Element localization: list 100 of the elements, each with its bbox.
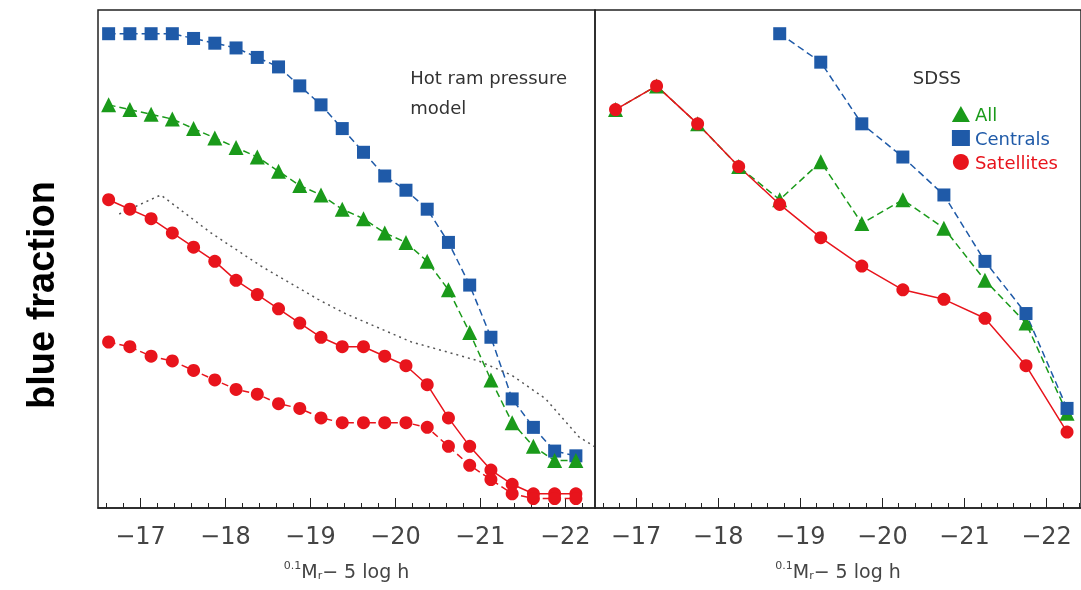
point — [314, 411, 328, 425]
point — [272, 397, 286, 411]
point — [548, 444, 562, 458]
point — [568, 453, 584, 469]
point — [144, 349, 158, 363]
point — [420, 420, 434, 434]
point — [313, 187, 329, 203]
point — [484, 330, 498, 344]
point — [207, 130, 223, 146]
point — [356, 145, 370, 159]
point — [399, 183, 413, 197]
point — [441, 411, 455, 425]
point — [229, 273, 243, 287]
point — [228, 140, 244, 156]
x-tick-label: −21 — [454, 522, 506, 550]
point — [463, 439, 477, 453]
legend-label: All — [974, 103, 998, 125]
point — [377, 225, 393, 241]
x-tick-label: −17 — [115, 522, 166, 550]
point — [441, 439, 455, 453]
point — [977, 272, 993, 288]
point — [773, 197, 787, 211]
point — [122, 102, 138, 118]
x-tick-label: −19 — [285, 522, 336, 550]
point — [335, 122, 349, 136]
point — [143, 106, 159, 122]
point — [1060, 425, 1074, 439]
point — [547, 453, 563, 469]
point — [165, 226, 179, 240]
x-tick-label: −20 — [370, 522, 421, 550]
point — [293, 401, 307, 415]
point — [1060, 401, 1074, 415]
point — [526, 420, 540, 434]
point — [483, 372, 499, 388]
annotation: Hot ram pressure model — [410, 66, 567, 118]
annotation: SDSS — [912, 66, 961, 88]
point — [978, 311, 992, 325]
point — [937, 188, 951, 202]
y-axis-title: blue fraction — [20, 180, 62, 410]
point — [293, 316, 307, 330]
point — [854, 215, 870, 231]
point — [272, 302, 286, 316]
point — [292, 177, 308, 193]
point — [164, 111, 180, 127]
point — [123, 340, 137, 354]
point — [334, 201, 350, 217]
point — [229, 382, 243, 396]
point — [399, 416, 413, 430]
point — [440, 282, 456, 298]
legend-label: Satellites — [974, 151, 1059, 173]
point — [272, 60, 286, 74]
point — [102, 27, 116, 41]
x-tick-label: −20 — [857, 522, 908, 550]
point — [357, 416, 370, 430]
point — [773, 27, 787, 41]
point — [314, 330, 328, 344]
point — [165, 354, 179, 368]
point — [936, 220, 952, 236]
point — [855, 259, 869, 273]
point — [250, 288, 264, 302]
point — [335, 416, 349, 430]
point — [814, 231, 828, 245]
point — [505, 392, 519, 406]
point — [895, 192, 911, 208]
x-tick-label: −21 — [939, 522, 990, 550]
point — [187, 240, 201, 254]
point — [896, 150, 910, 164]
x-tick-label: −18 — [692, 522, 744, 550]
x-tick-label: −18 — [200, 522, 251, 550]
point — [102, 335, 116, 349]
point — [937, 292, 951, 306]
point — [208, 373, 222, 387]
point — [441, 235, 455, 249]
point — [462, 325, 478, 341]
x-tick-label: −17 — [610, 522, 662, 550]
point — [420, 378, 434, 392]
point — [165, 27, 179, 41]
x-tick-label: −22 — [1021, 522, 1072, 550]
point — [504, 415, 520, 431]
point — [463, 458, 477, 472]
point — [123, 202, 137, 216]
point — [187, 31, 201, 45]
point — [978, 254, 992, 268]
point — [1019, 359, 1033, 373]
point — [144, 212, 158, 226]
point — [229, 41, 243, 55]
point — [378, 349, 392, 363]
point — [355, 211, 371, 227]
point — [271, 163, 287, 179]
x-tick-label: −22 — [539, 522, 591, 550]
point — [814, 55, 828, 69]
point — [525, 438, 541, 454]
point — [102, 193, 116, 207]
point — [378, 416, 392, 430]
point — [378, 169, 392, 183]
point — [335, 340, 349, 354]
point — [398, 234, 414, 250]
legend-label: Centrals — [974, 127, 1050, 149]
x-tick-label: −19 — [774, 522, 826, 550]
point — [208, 36, 222, 50]
